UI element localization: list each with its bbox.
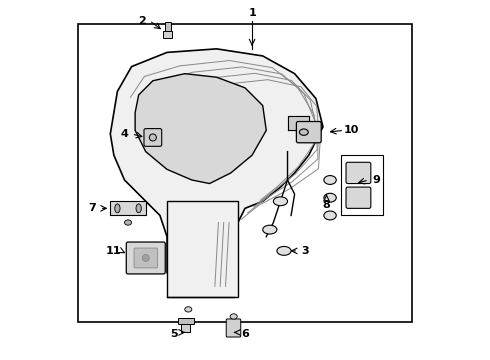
FancyBboxPatch shape — [346, 162, 371, 184]
Ellipse shape — [263, 225, 277, 234]
Ellipse shape — [115, 204, 120, 213]
Text: 5: 5 — [171, 329, 178, 339]
Ellipse shape — [230, 314, 237, 319]
FancyBboxPatch shape — [346, 187, 371, 208]
Text: 2: 2 — [138, 15, 146, 26]
Bar — [165, 22, 171, 31]
Ellipse shape — [277, 247, 291, 255]
Text: 6: 6 — [241, 329, 249, 339]
Ellipse shape — [142, 255, 149, 261]
Polygon shape — [288, 116, 309, 130]
Ellipse shape — [324, 193, 336, 202]
Ellipse shape — [324, 176, 336, 184]
Text: 4: 4 — [121, 129, 128, 139]
Text: 11: 11 — [106, 246, 122, 256]
FancyBboxPatch shape — [134, 248, 157, 268]
FancyBboxPatch shape — [126, 242, 165, 274]
Bar — [181, 318, 190, 332]
Text: 3: 3 — [301, 246, 309, 256]
Ellipse shape — [273, 197, 288, 206]
Polygon shape — [135, 74, 266, 184]
Bar — [164, 31, 172, 38]
Ellipse shape — [136, 204, 141, 213]
Bar — [178, 318, 194, 324]
Bar — [78, 24, 412, 322]
FancyBboxPatch shape — [110, 201, 146, 215]
Ellipse shape — [149, 134, 156, 141]
Ellipse shape — [124, 220, 132, 225]
Text: 1: 1 — [248, 8, 256, 18]
Text: 9: 9 — [372, 175, 380, 185]
Text: 7: 7 — [89, 203, 97, 213]
Text: 8: 8 — [322, 200, 330, 210]
Ellipse shape — [299, 129, 308, 135]
Text: 10: 10 — [343, 125, 359, 135]
FancyBboxPatch shape — [144, 129, 162, 146]
Polygon shape — [110, 49, 323, 297]
Ellipse shape — [324, 211, 336, 220]
FancyBboxPatch shape — [296, 122, 321, 143]
FancyBboxPatch shape — [226, 319, 241, 337]
FancyBboxPatch shape — [167, 201, 238, 297]
Ellipse shape — [185, 307, 192, 312]
